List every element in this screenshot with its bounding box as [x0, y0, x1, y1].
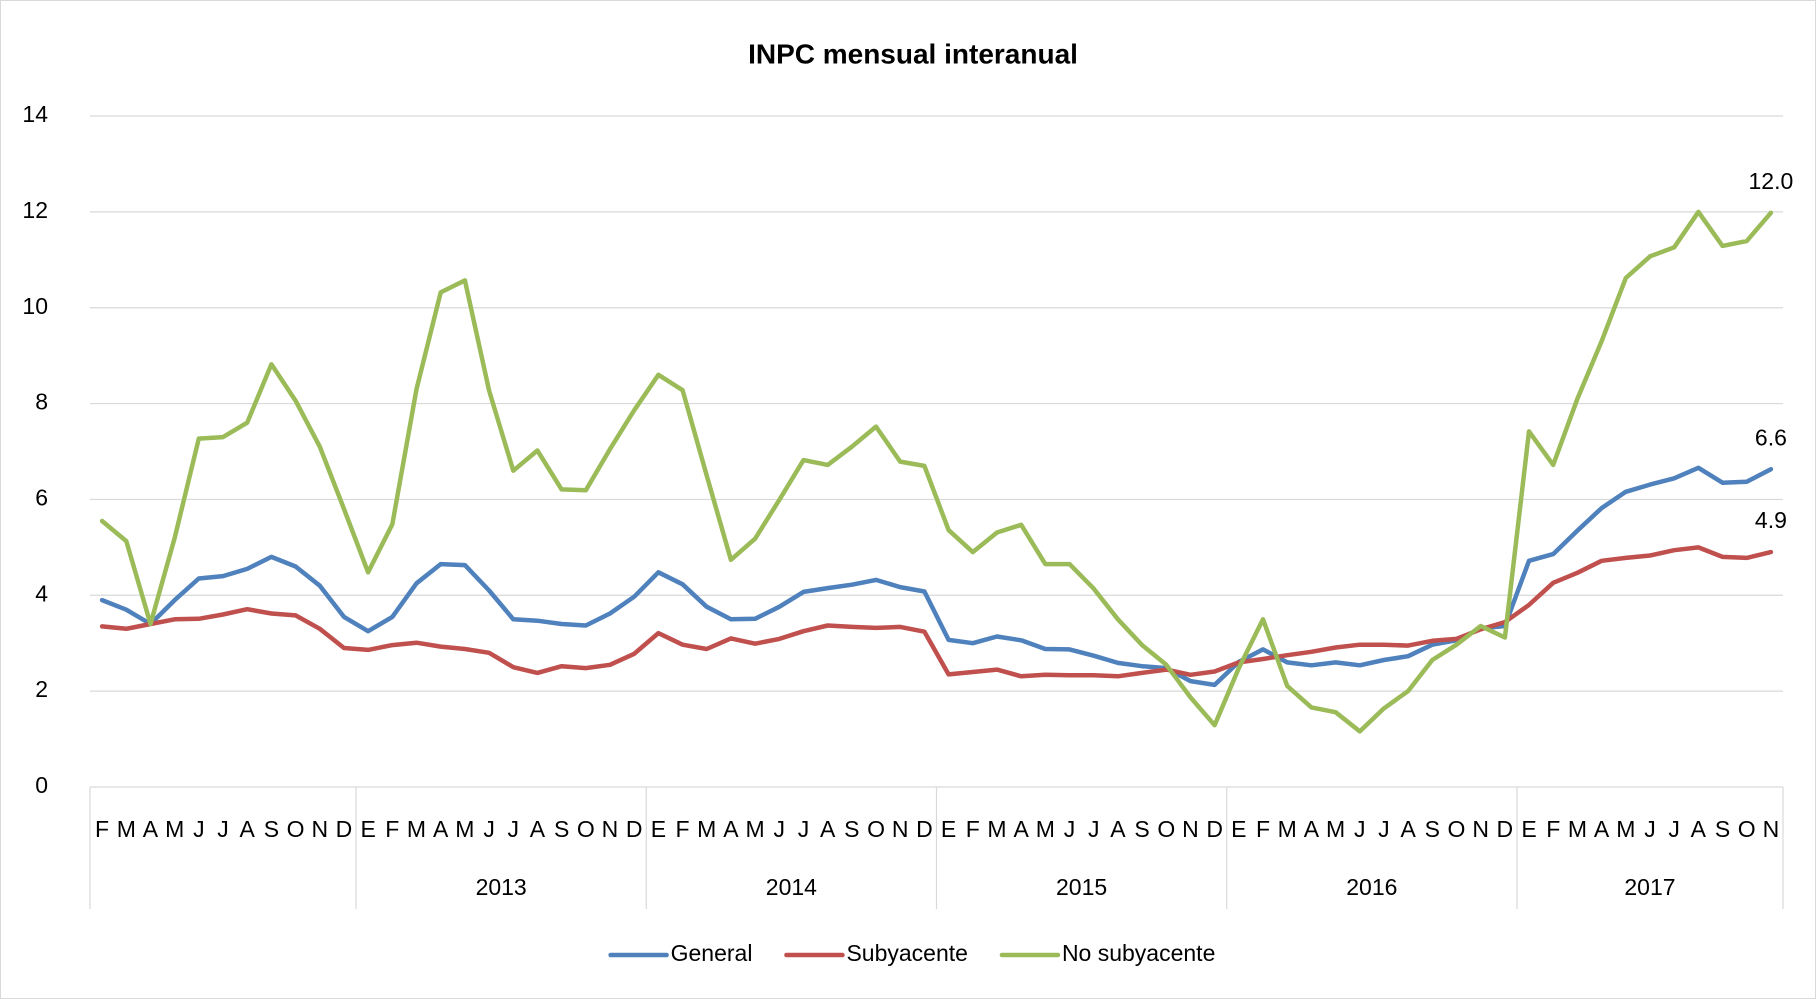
x-tick-label: N — [1472, 816, 1489, 842]
x-tick-label: D — [1206, 816, 1223, 842]
x-tick-label: A — [723, 816, 739, 842]
x-tick-label: J — [483, 816, 495, 842]
chart-title: INPC mensual interanual — [748, 38, 1078, 69]
x-tick-label: M — [455, 816, 474, 842]
x-tick-label: A — [1110, 816, 1126, 842]
x-tick-label: S — [1134, 816, 1149, 842]
x-tick-label: J — [1378, 816, 1390, 842]
x-tick-label: N — [311, 816, 328, 842]
x-tick-label: O — [1157, 816, 1175, 842]
x-tick-label: M — [1278, 816, 1297, 842]
x-tick-label: E — [941, 816, 956, 842]
x-tick-label: F — [676, 816, 690, 842]
x-tick-label: J — [217, 816, 229, 842]
x-tick-label: D — [1497, 816, 1514, 842]
x-tick-label: A — [820, 816, 836, 842]
data-label: 4.9 — [1755, 507, 1787, 533]
series-line — [99, 209, 1774, 734]
year-label: 2017 — [1624, 874, 1675, 900]
x-tick-label: A — [143, 816, 159, 842]
legend-label: Subyacente — [846, 940, 967, 966]
year-label: 2015 — [1056, 874, 1107, 900]
x-tick-label: J — [1064, 816, 1076, 842]
year-label: 2014 — [766, 874, 817, 900]
y-tick-label: 4 — [35, 580, 48, 606]
year-label: 2016 — [1346, 874, 1397, 900]
x-tick-label: J — [508, 816, 520, 842]
y-tick-label: 12 — [22, 197, 48, 223]
x-tick-label: E — [651, 816, 666, 842]
y-tick-label: 0 — [35, 772, 48, 798]
x-tick-label: M — [1568, 816, 1587, 842]
x-tick-label: M — [1036, 816, 1055, 842]
x-tick-label: J — [193, 816, 205, 842]
x-tick-label: A — [1400, 816, 1416, 842]
x-tick-label: D — [916, 816, 933, 842]
x-tick-label: F — [95, 816, 109, 842]
x-tick-label: M — [1326, 816, 1345, 842]
x-tick-label: A — [1304, 816, 1320, 842]
x-tick-label: M — [697, 816, 716, 842]
x-tick-label: J — [798, 816, 810, 842]
x-tick-label: S — [1425, 816, 1440, 842]
x-tick-label: J — [774, 816, 786, 842]
x-tick-label: E — [1521, 816, 1536, 842]
x-tick-label: F — [1256, 816, 1270, 842]
x-tick-label: A — [240, 816, 256, 842]
x-tick-label: M — [407, 816, 426, 842]
x-tick-label: S — [554, 816, 569, 842]
x-tick-label: A — [1013, 816, 1029, 842]
x-tick-label: D — [336, 816, 353, 842]
year-label: 2013 — [476, 874, 527, 900]
x-tick-label: E — [360, 816, 375, 842]
x-tick-label: O — [1738, 816, 1756, 842]
x-tick-label: N — [1763, 816, 1780, 842]
x-tick-label: A — [1594, 816, 1610, 842]
y-tick-label: 10 — [22, 293, 48, 319]
x-tick-label: J — [1088, 816, 1100, 842]
x-tick-label: O — [577, 816, 595, 842]
x-tick-label: F — [1546, 816, 1560, 842]
x-tick-label: J — [1354, 816, 1366, 842]
x-tick-label: O — [287, 816, 305, 842]
x-tick-label: D — [626, 816, 643, 842]
x-tick-label: M — [987, 816, 1006, 842]
x-tick-label: J — [1668, 816, 1680, 842]
y-tick-label: 6 — [35, 485, 48, 511]
data-label: 6.6 — [1755, 424, 1787, 450]
x-tick-label: N — [602, 816, 619, 842]
x-tick-label: N — [892, 816, 909, 842]
x-tick-label: S — [844, 816, 859, 842]
x-tick-label: M — [165, 816, 184, 842]
x-tick-label: S — [264, 816, 279, 842]
x-tick-label: J — [1644, 816, 1656, 842]
x-tick-label: N — [1182, 816, 1199, 842]
data-label: 12.0 — [1749, 168, 1794, 194]
x-tick-label: E — [1231, 816, 1246, 842]
legend-label: General — [671, 940, 753, 966]
y-tick-label: 2 — [35, 676, 48, 702]
legend-label: No subyacente — [1062, 940, 1215, 966]
x-tick-label: A — [530, 816, 546, 842]
x-tick-label: O — [867, 816, 885, 842]
x-tick-label: A — [433, 816, 449, 842]
x-tick-label: S — [1715, 816, 1730, 842]
y-tick-label: 8 — [35, 389, 48, 415]
y-tick-label: 14 — [22, 101, 48, 127]
x-tick-label: M — [117, 816, 136, 842]
x-tick-label: F — [385, 816, 399, 842]
x-tick-label: M — [746, 816, 765, 842]
series-line — [99, 545, 1774, 679]
x-tick-label: M — [1616, 816, 1635, 842]
x-tick-label: O — [1448, 816, 1466, 842]
x-tick-label: A — [1691, 816, 1707, 842]
x-tick-label: F — [966, 816, 980, 842]
